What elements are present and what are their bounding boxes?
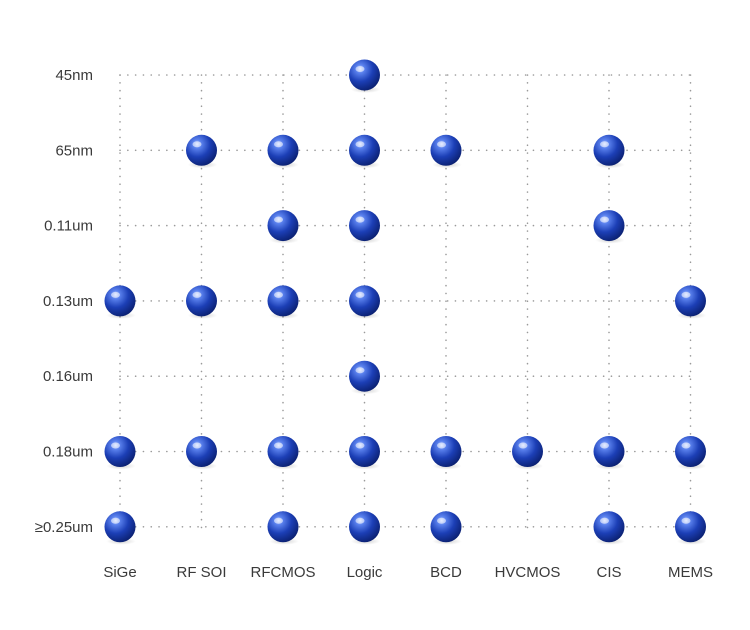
x-axis-labels: SiGe RF SOI RFCMOS Logic BCD HVCMOS CIS MEMS	[103, 564, 713, 581]
data-point-logic-45nm	[349, 59, 381, 93]
x-tick-label: MEMS	[668, 564, 713, 581]
data-point-mems-0-13um	[675, 285, 707, 319]
x-tick-label: BCD	[430, 564, 462, 581]
data-point-rfcmos-0-18um	[267, 436, 299, 470]
y-tick-label: 0.13um	[43, 293, 93, 310]
x-tick-label: RFCMOS	[251, 564, 316, 581]
data-point-sige-0-13um	[104, 285, 136, 319]
data-point-bcd-65nm	[430, 134, 462, 169]
data-point-rfcmos-ge-0-25um	[267, 511, 299, 545]
data-point-cis-65nm	[593, 134, 625, 169]
data-point-bcd-0-18um	[430, 436, 462, 470]
x-tick-label: HVCMOS	[495, 564, 561, 581]
data-point-rf-soi-0-18um	[186, 436, 218, 470]
data-point-hvcmos-0-18um	[512, 436, 544, 470]
data-point-cis-0-11um	[593, 210, 625, 244]
data-point-rfcmos-0-13um	[267, 285, 299, 319]
data-point-logic-0-18um	[349, 436, 381, 470]
data-point-rfcmos-65nm	[267, 134, 299, 169]
data-point-sige-ge-0-25um	[104, 511, 136, 545]
data-point-logic-0-16um	[349, 360, 381, 395]
data-points	[104, 59, 707, 545]
data-point-logic-0-13um	[349, 285, 381, 319]
data-point-rf-soi-65nm	[186, 134, 218, 169]
data-point-logic-65nm	[349, 134, 381, 169]
y-tick-label: 65nm	[55, 142, 93, 159]
x-tick-label: CIS	[596, 564, 621, 581]
x-tick-label: Logic	[347, 564, 383, 581]
y-tick-label: ≥0.25um	[35, 519, 93, 536]
y-tick-label: 0.18um	[43, 444, 93, 461]
data-point-sige-0-18um	[104, 436, 136, 470]
data-point-rfcmos-0-11um	[267, 210, 299, 244]
data-point-mems-ge-0-25um	[675, 511, 707, 545]
x-tick-label: SiGe	[103, 564, 136, 581]
data-point-rf-soi-0-13um	[186, 285, 218, 319]
data-point-logic-0-11um	[349, 210, 381, 244]
data-point-bcd-ge-0-25um	[430, 511, 462, 545]
y-tick-label: 0.11um	[44, 218, 93, 235]
data-point-mems-0-18um	[675, 436, 707, 470]
y-tick-label: 45nm	[55, 67, 93, 84]
y-axis-labels: 45nm 65nm 0.11um 0.13um 0.16um 0.18um ≥0.25um	[35, 67, 93, 536]
x-tick-label: RF SOI	[176, 564, 226, 581]
y-tick-label: 0.16um	[43, 368, 93, 385]
data-point-cis-0-18um	[593, 436, 625, 470]
data-point-cis-ge-0-25um	[593, 511, 625, 545]
data-point-logic-ge-0-25um	[349, 511, 381, 545]
